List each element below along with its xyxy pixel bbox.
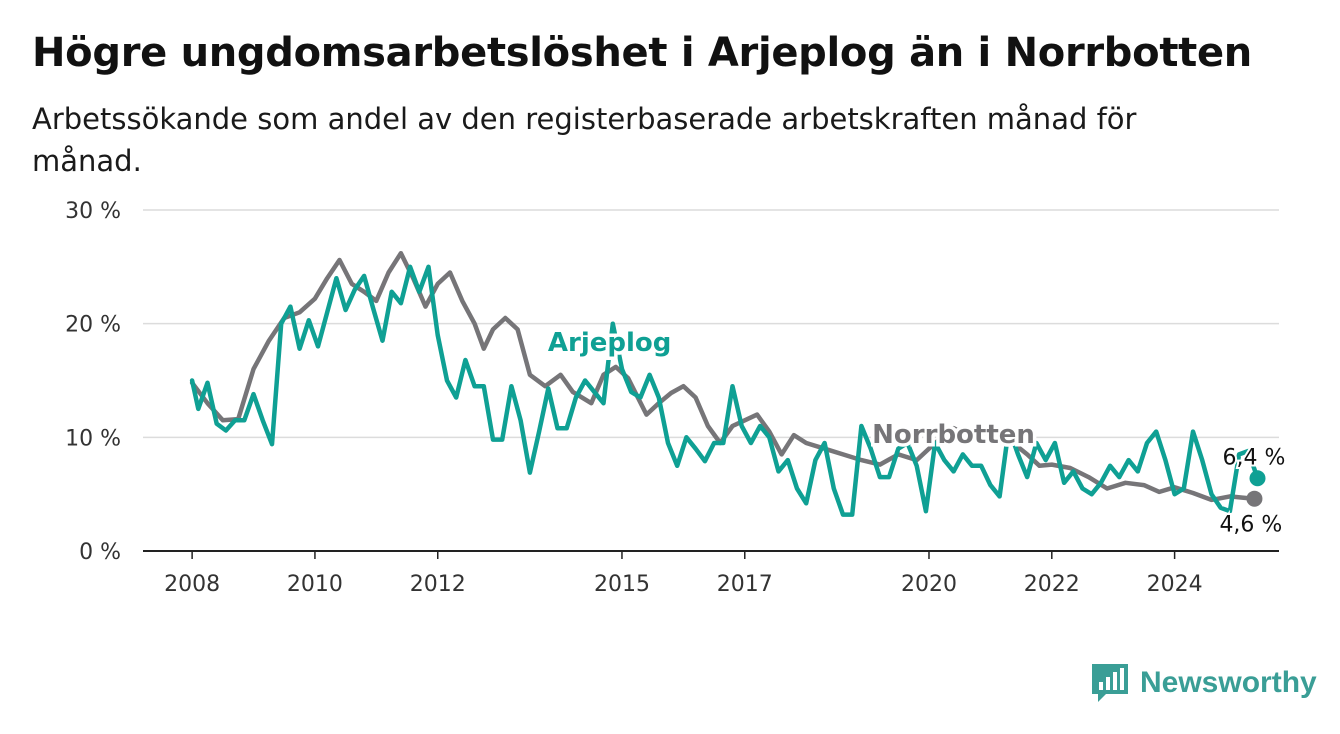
norrbotten-end-label: 4,6 % xyxy=(1219,513,1282,538)
y-axis-tick-labels: 0 % 10 % 20 % 30 % xyxy=(65,199,121,565)
x-tick-label: 2022 xyxy=(1024,572,1080,597)
x-tick-label: 2020 xyxy=(901,572,957,597)
arjeplog-end-label: 6,4 % xyxy=(1223,445,1286,470)
series-labels: 4,6 % 6,4 % Arjeplog Norrbotten xyxy=(544,324,1287,539)
norrbotten-inline-label: Norrbotten xyxy=(872,420,1035,450)
y-tick-label: 20 % xyxy=(65,313,121,338)
x-tick-label: 2024 xyxy=(1147,572,1203,597)
x-tick-label: 2008 xyxy=(164,572,220,597)
y-tick-label: 30 % xyxy=(65,199,121,224)
norrbotten-line xyxy=(189,250,1257,503)
arjeplog-inline-label: Arjeplog xyxy=(548,328,672,358)
grid-lines xyxy=(143,209,1279,552)
series-lines xyxy=(189,250,1266,517)
x-tick-label: 2012 xyxy=(410,572,466,597)
x-tick-label: 2017 xyxy=(717,572,773,597)
newsworthy-logo-icon xyxy=(1092,664,1128,702)
x-tick-label: 2010 xyxy=(287,572,343,597)
y-tick-label: 10 % xyxy=(65,426,121,451)
chart-title: Högre ungdomsarbetslöshet i Arjeplog än … xyxy=(32,30,1252,76)
brand-name: Newsworthy xyxy=(1140,666,1317,699)
x-tick-label: 2015 xyxy=(594,572,650,597)
y-tick-label: 0 % xyxy=(79,540,121,565)
newsworthy-brand: Newsworthy xyxy=(1090,662,1317,704)
x-axis-tick-labels: 2008 2010 2012 2015 2017 2020 2022 2024 xyxy=(164,551,1203,597)
arjeplog-end-point xyxy=(1249,470,1266,487)
chart-subtitle: Arbetssökande som andel av den registerb… xyxy=(32,102,1137,178)
norrbotten-end-point xyxy=(1246,490,1263,507)
arjeplog-line xyxy=(189,264,1260,517)
